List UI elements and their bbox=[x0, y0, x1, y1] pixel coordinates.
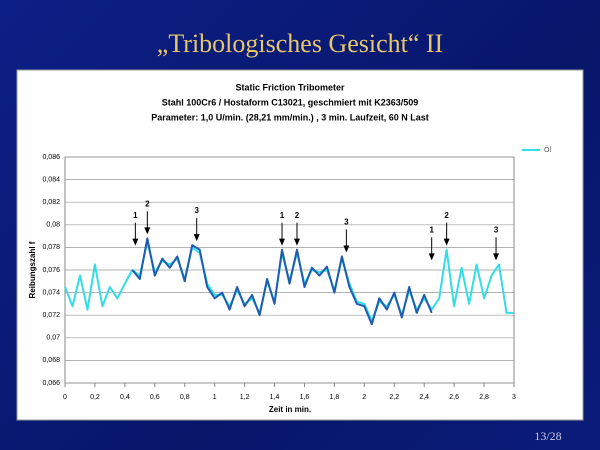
line-series bbox=[131, 237, 433, 326]
chart-subtitle: Stahl 100Cr6 / Hostaform C13021, geschmi… bbox=[162, 97, 419, 107]
x-tick-label: 3 bbox=[512, 394, 516, 401]
annotation-label: 3 bbox=[194, 206, 199, 215]
annotation-label: 3 bbox=[494, 225, 499, 234]
annotation-arrowhead bbox=[443, 238, 450, 246]
annotation-arrowhead bbox=[343, 245, 350, 253]
x-tick-label: 1,2 bbox=[240, 394, 250, 401]
annotation-label: 1 bbox=[280, 211, 285, 220]
legend-label: Öl bbox=[544, 146, 551, 154]
y-tick-label: 0,066 bbox=[42, 380, 60, 387]
x-tick-label: 2,4 bbox=[419, 394, 429, 401]
annotation-label: 2 bbox=[444, 211, 449, 220]
y-tick-label: 0,076 bbox=[42, 267, 60, 274]
page-number: 13/28 bbox=[534, 429, 561, 443]
annotation-label: 3 bbox=[344, 218, 349, 227]
annotation-arrowhead bbox=[493, 253, 500, 261]
y-tick-label: 0,074 bbox=[42, 289, 60, 296]
slide-title: „Tribologisches Gesicht“ II bbox=[157, 29, 443, 58]
chart-title: Static Friction Tribometer bbox=[235, 82, 345, 92]
y-tick-label: 0,068 bbox=[42, 357, 60, 364]
x-tick-label: 2,6 bbox=[449, 394, 459, 401]
annotation-arrowhead bbox=[144, 227, 151, 235]
annotation-arrowhead bbox=[293, 238, 300, 246]
x-axis-label: Zeit in min. bbox=[269, 405, 311, 414]
annotation-arrowhead bbox=[193, 234, 200, 242]
x-tick-label: 2,2 bbox=[389, 394, 399, 401]
annotation-label: 1 bbox=[133, 211, 138, 220]
y-tick-label: 0,086 bbox=[42, 154, 60, 161]
y-axis-label: Reibungszahl f bbox=[28, 241, 37, 298]
annotation-label: 2 bbox=[295, 211, 300, 220]
y-tick-label: 0,07 bbox=[46, 335, 60, 342]
y-tick-label: 0,084 bbox=[42, 176, 60, 183]
y-tick-label: 0,082 bbox=[42, 199, 60, 206]
x-tick-label: 0 bbox=[63, 394, 67, 401]
chart-panel bbox=[16, 69, 584, 421]
chart-subtitle: Parameter: 1,0 U/min. (28,21 mm/min.) , … bbox=[151, 112, 429, 122]
annotation-arrowhead bbox=[428, 253, 435, 261]
x-tick-label: 1,8 bbox=[330, 394, 340, 401]
annotation-arrowhead bbox=[132, 238, 139, 246]
x-tick-label: 0,6 bbox=[150, 394, 160, 401]
annotation-label: 1 bbox=[429, 225, 434, 234]
x-tick-label: 0,4 bbox=[120, 394, 130, 401]
x-tick-label: 1,6 bbox=[300, 394, 310, 401]
x-tick-label: 1 bbox=[213, 394, 217, 401]
annotation-arrowhead bbox=[279, 238, 286, 246]
y-tick-label: 0,08 bbox=[46, 222, 60, 229]
y-tick-label: 0,072 bbox=[42, 312, 60, 319]
annotation-label: 2 bbox=[145, 199, 150, 208]
x-tick-label: 2,8 bbox=[479, 394, 489, 401]
x-tick-label: 2 bbox=[362, 394, 366, 401]
y-tick-label: 0,078 bbox=[42, 244, 60, 251]
x-tick-label: 0,8 bbox=[180, 394, 190, 401]
x-tick-label: 0,2 bbox=[90, 394, 100, 401]
x-tick-label: 1,4 bbox=[270, 394, 280, 401]
